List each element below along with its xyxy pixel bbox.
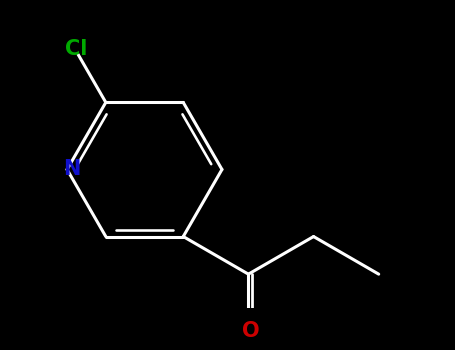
Text: N: N xyxy=(63,160,80,180)
Text: O: O xyxy=(242,321,259,341)
Text: Cl: Cl xyxy=(65,39,87,59)
